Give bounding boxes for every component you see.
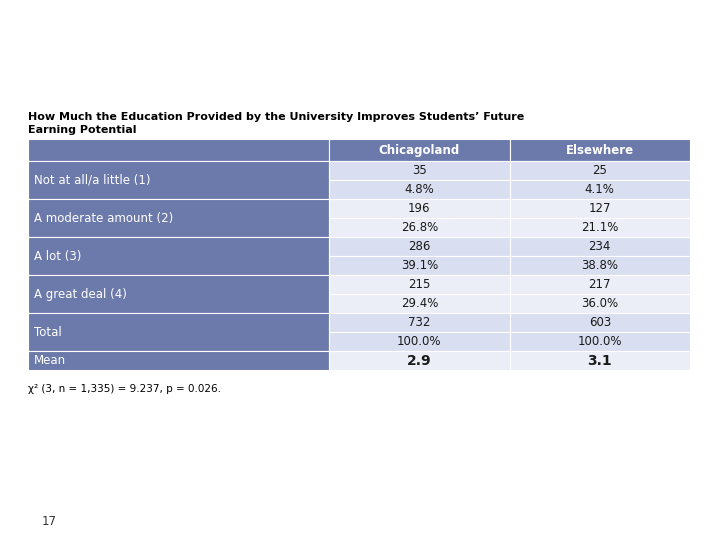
Text: 234: 234	[589, 240, 611, 253]
Text: 36.0%: 36.0%	[581, 297, 618, 310]
Text: Chicagoland: Chicagoland	[379, 144, 460, 157]
Bar	[28, 351, 329, 370]
Text: Mean: Mean	[34, 354, 66, 367]
Text: 215: 215	[408, 278, 431, 291]
Text: 100.0%: 100.0%	[397, 335, 441, 348]
Text: 39.1%: 39.1%	[401, 259, 438, 272]
Bar	[28, 238, 329, 275]
Bar	[510, 161, 690, 180]
Text: Earning Potential: Earning Potential	[28, 125, 137, 136]
Bar	[510, 238, 690, 256]
Bar	[329, 199, 510, 218]
Text: Alumni Results: Alumni Results	[246, 37, 474, 66]
Bar	[329, 256, 510, 275]
Bar	[510, 275, 690, 294]
Bar	[28, 313, 329, 351]
Bar	[329, 313, 510, 332]
Text: 17: 17	[42, 515, 57, 528]
Text: 286: 286	[408, 240, 431, 253]
Text: 3.1: 3.1	[588, 354, 612, 368]
Bar	[510, 180, 690, 199]
Bar	[28, 161, 329, 199]
Text: 29.4%: 29.4%	[401, 297, 438, 310]
Bar	[510, 332, 690, 351]
Bar	[510, 139, 690, 161]
Text: Not at all/a little (1): Not at all/a little (1)	[34, 174, 150, 187]
Text: 196: 196	[408, 202, 431, 215]
Text: 2.9: 2.9	[407, 354, 432, 368]
Text: How Much the Education Provided by the University Improves Students’ Future: How Much the Education Provided by the U…	[28, 112, 524, 123]
Bar	[28, 275, 329, 313]
Bar	[28, 199, 329, 238]
Bar	[510, 313, 690, 332]
Text: A great deal (4): A great deal (4)	[34, 288, 127, 301]
Text: χ² (3, n = 1,335) = 9.237, p = 0.026.: χ² (3, n = 1,335) = 9.237, p = 0.026.	[28, 384, 221, 394]
Text: A moderate amount (2): A moderate amount (2)	[34, 212, 174, 225]
Bar	[329, 294, 510, 313]
Text: 127: 127	[588, 202, 611, 215]
Text: 21.1%: 21.1%	[581, 221, 618, 234]
Text: Elsewhere: Elsewhere	[566, 144, 634, 157]
Bar	[329, 332, 510, 351]
Text: 38.8%: 38.8%	[581, 259, 618, 272]
Text: 35: 35	[412, 164, 427, 178]
Text: 25: 25	[593, 164, 607, 178]
Text: 217: 217	[588, 278, 611, 291]
Bar	[510, 199, 690, 218]
Bar	[510, 294, 690, 313]
Bar	[329, 139, 510, 161]
Text: 26.8%: 26.8%	[401, 221, 438, 234]
Bar	[329, 218, 510, 238]
Bar	[329, 351, 510, 370]
Bar	[329, 275, 510, 294]
Bar	[510, 351, 690, 370]
Text: 732: 732	[408, 316, 431, 329]
Text: 4.8%: 4.8%	[405, 184, 434, 197]
Text: A lot (3): A lot (3)	[34, 250, 81, 263]
Text: 4.1%: 4.1%	[585, 184, 615, 197]
Bar	[329, 161, 510, 180]
Text: Total: Total	[34, 326, 62, 339]
Bar	[28, 139, 329, 161]
Bar	[329, 238, 510, 256]
Text: 100.0%: 100.0%	[577, 335, 622, 348]
Bar	[329, 180, 510, 199]
Bar	[510, 218, 690, 238]
Bar	[510, 256, 690, 275]
Text: 603: 603	[589, 316, 611, 329]
